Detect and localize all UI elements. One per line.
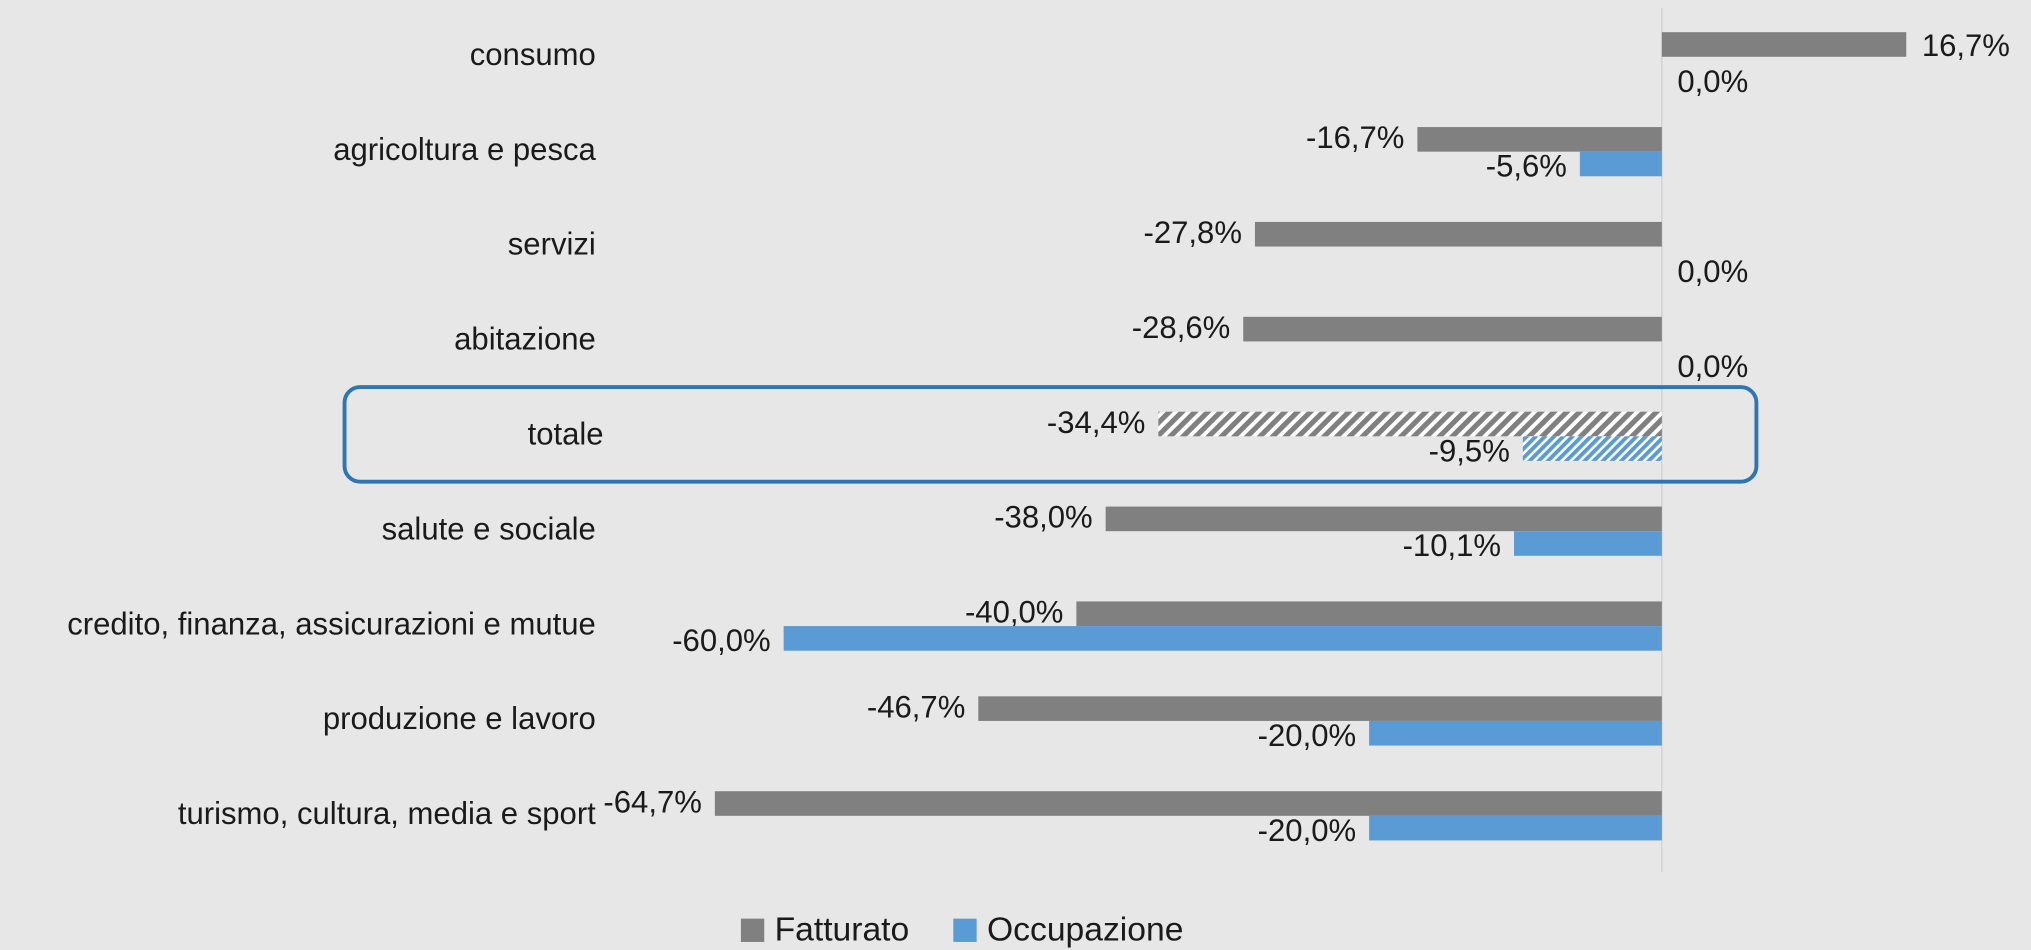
category-label: servizi bbox=[508, 227, 596, 262]
bar bbox=[978, 696, 1662, 721]
value-label: -20,0% bbox=[1258, 813, 1356, 848]
bar bbox=[783, 626, 1662, 651]
bar bbox=[1076, 601, 1662, 627]
bar bbox=[714, 791, 1662, 816]
category-label: credito, finanza, assicurazioni e mutue bbox=[67, 606, 596, 641]
value-label: -64,7% bbox=[603, 784, 701, 819]
category-label: turismo, cultura, media e sport bbox=[178, 796, 596, 831]
bar bbox=[1369, 815, 1662, 841]
bar bbox=[1158, 411, 1662, 437]
value-label: 0,0% bbox=[1677, 254, 1748, 289]
legend-swatch bbox=[740, 918, 765, 942]
value-label: -38,0% bbox=[994, 500, 1092, 535]
legend-label: Occupazione bbox=[987, 911, 1183, 948]
value-label: -40,0% bbox=[965, 595, 1063, 630]
value-label: -20,0% bbox=[1258, 718, 1356, 753]
bar bbox=[1254, 221, 1662, 247]
value-label: 0,0% bbox=[1677, 64, 1748, 99]
bar bbox=[1514, 531, 1662, 556]
category-label: produzione e lavoro bbox=[323, 701, 596, 736]
category-label: totale bbox=[528, 417, 604, 452]
value-label: -28,6% bbox=[1132, 310, 1230, 345]
value-label: 16,7% bbox=[1922, 28, 2010, 63]
value-label: 0,0% bbox=[1677, 349, 1748, 384]
value-label: -5,6% bbox=[1486, 149, 1567, 184]
value-label: -9,5% bbox=[1429, 433, 1510, 468]
value-label: -46,7% bbox=[867, 689, 965, 724]
value-label: -10,1% bbox=[1403, 528, 1501, 563]
bar bbox=[1105, 506, 1662, 532]
bar bbox=[1579, 151, 1662, 177]
bar bbox=[1417, 127, 1662, 152]
category-label: abitazione bbox=[454, 322, 596, 357]
value-label: -60,0% bbox=[672, 623, 770, 658]
category-label: agricoltura e pesca bbox=[333, 132, 596, 167]
category-label: salute e sociale bbox=[382, 511, 596, 546]
bar bbox=[1243, 316, 1662, 342]
value-label: -16,7% bbox=[1306, 120, 1404, 155]
bar bbox=[1369, 720, 1662, 746]
bar bbox=[1661, 32, 1907, 57]
value-label: -34,4% bbox=[1047, 405, 1145, 440]
legend-label: Fatturato bbox=[775, 911, 910, 948]
category-label: consumo bbox=[470, 37, 596, 72]
bar bbox=[1522, 436, 1662, 461]
highlight-box bbox=[342, 385, 1759, 484]
legend-swatch bbox=[953, 918, 977, 942]
value-label: -27,8% bbox=[1144, 215, 1242, 250]
